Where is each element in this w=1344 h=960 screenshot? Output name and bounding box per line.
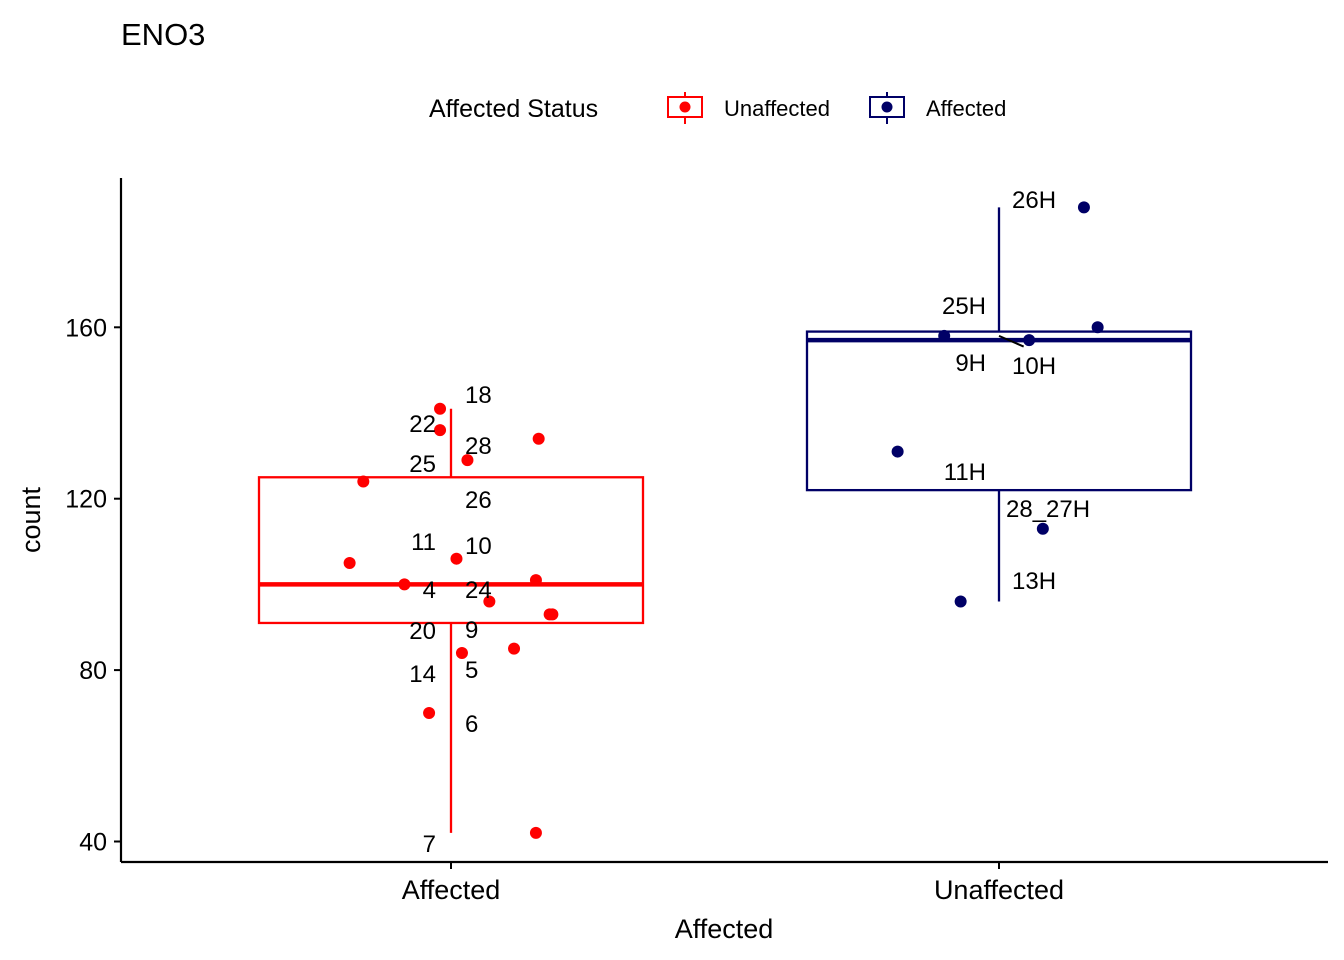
y-ticks: 40 80 120 160	[65, 314, 121, 857]
point-label: 10H	[1012, 353, 1056, 380]
point-label: 9H	[955, 350, 986, 377]
point-label: 28_27H	[1006, 496, 1090, 523]
label-leader-line	[998, 334, 1025, 348]
x-ticks: Affected Unaffected	[402, 862, 1064, 905]
legend-title: Affected Status	[429, 95, 598, 123]
data-point	[508, 642, 521, 655]
legend: Affected Status Unaffected Affected	[429, 92, 1006, 124]
legend-label: Affected	[926, 96, 1006, 121]
legend-label: Unaffected	[724, 96, 830, 121]
point-label: 13H	[1012, 568, 1056, 595]
legend-key-point	[881, 101, 893, 113]
data-point	[529, 826, 542, 839]
point-label: 25H	[942, 293, 986, 320]
point-label: 7	[423, 831, 436, 858]
y-axis-label: count	[16, 486, 46, 553]
data-point	[461, 454, 474, 467]
box-unaffected	[805, 207, 1193, 602]
point-label: 5	[465, 657, 478, 684]
box-iqr	[805, 330, 1193, 492]
y-tick-label: 120	[65, 486, 107, 514]
point-label: 24	[465, 577, 492, 604]
x-axis-label: Affected	[675, 914, 774, 944]
legend-entry: Affected	[869, 92, 1006, 124]
point-label: 11H	[944, 459, 986, 486]
point-label: 9	[465, 617, 478, 644]
point-label: 20	[409, 618, 436, 645]
data-point	[398, 578, 411, 591]
data-point	[529, 574, 542, 587]
boxes	[257, 207, 1193, 833]
point-label: 10	[465, 533, 492, 560]
point-label: 6	[465, 711, 478, 738]
box-affected	[257, 408, 645, 833]
point-label: 14	[409, 661, 436, 688]
y-tick-label: 160	[65, 314, 107, 342]
point-label: 26	[465, 487, 492, 514]
data-point	[1036, 522, 1049, 535]
legend-entry: Unaffected	[667, 92, 830, 124]
data-point	[1091, 321, 1104, 334]
point-label: 26H	[1012, 187, 1056, 214]
points	[343, 201, 1104, 839]
y-tick-label: 80	[79, 657, 107, 685]
point-label: 11	[411, 529, 436, 556]
data-point	[938, 329, 951, 342]
data-point	[532, 432, 545, 445]
chart-title: ENO3	[121, 17, 205, 52]
data-point	[1023, 334, 1036, 347]
data-point	[434, 402, 447, 415]
data-point	[423, 706, 436, 719]
y-tick-label: 40	[79, 829, 107, 857]
legend-key-point	[679, 101, 691, 113]
data-point	[483, 595, 496, 608]
point-labels: 18 22 28 25 26 11 10 4 24 20 9 5 14 6 7 26H 25H 9H 10H 11H 2…	[409, 187, 1090, 858]
data-point	[891, 445, 904, 458]
point-label: 18	[465, 382, 492, 409]
data-point	[455, 646, 468, 659]
data-point	[343, 556, 356, 569]
box-iqr	[257, 476, 645, 625]
data-point	[1077, 201, 1090, 214]
point-label: 4	[423, 577, 436, 604]
x-tick-label: Affected	[402, 875, 501, 905]
x-tick-label: Unaffected	[934, 875, 1064, 905]
data-point	[954, 595, 967, 608]
point-label: 22	[409, 411, 436, 438]
data-point	[434, 424, 447, 437]
data-point	[450, 552, 463, 565]
data-point	[546, 608, 559, 621]
point-label: 25	[409, 451, 436, 478]
data-point	[357, 475, 370, 488]
point-label: 28	[465, 433, 492, 460]
